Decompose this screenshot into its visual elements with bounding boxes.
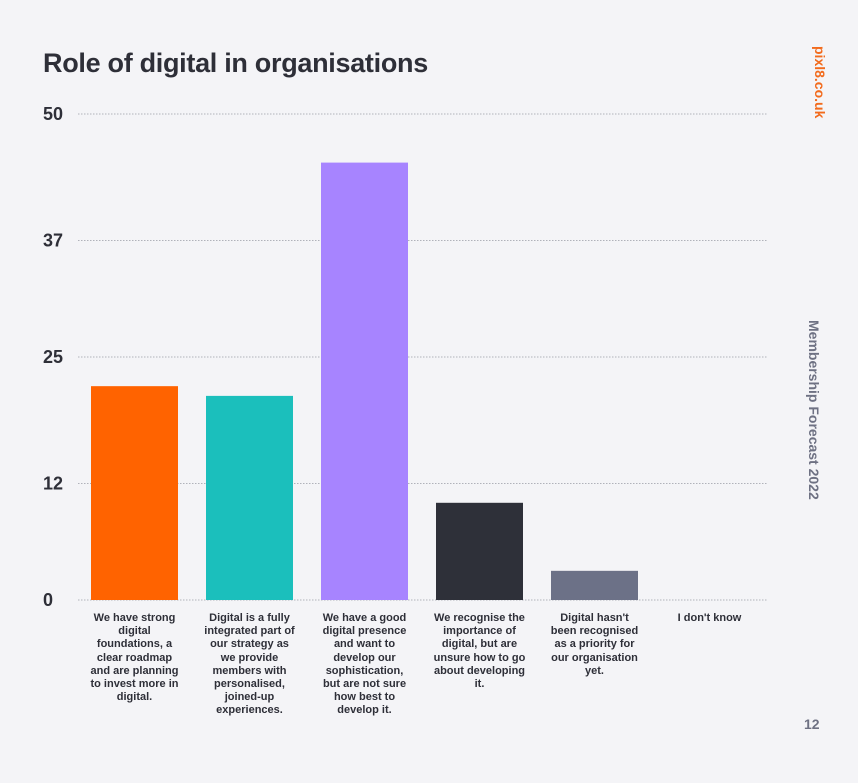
x-category-label: We recognise the importance of digital, … <box>433 612 526 691</box>
x-category-label: We have strong digital foundations, a cl… <box>90 612 179 704</box>
page-number: 12 <box>804 716 820 732</box>
y-tick-label: 0 <box>43 590 53 610</box>
x-category-label: Digital is a fully integrated part of ou… <box>204 612 295 717</box>
chart-title: Role of digital in organisations <box>43 48 428 78</box>
bar <box>321 162 408 600</box>
brand-url[interactable]: pixl8.co.uk <box>812 46 828 119</box>
y-tick-label: 25 <box>43 347 63 367</box>
x-category-label: We have a good digital presence and want… <box>322 612 407 717</box>
report-name: Membership Forecast 2022 <box>806 320 822 500</box>
bar <box>436 502 523 600</box>
x-category-label: Digital hasn't been recognised as a prio… <box>550 612 639 677</box>
bar <box>206 395 293 600</box>
bar <box>551 570 638 600</box>
y-tick-label: 37 <box>43 230 63 250</box>
y-tick-label: 12 <box>43 473 63 493</box>
y-tick-label: 50 <box>43 104 63 124</box>
bar <box>91 386 178 600</box>
x-category-label: I don't know <box>677 612 742 624</box>
